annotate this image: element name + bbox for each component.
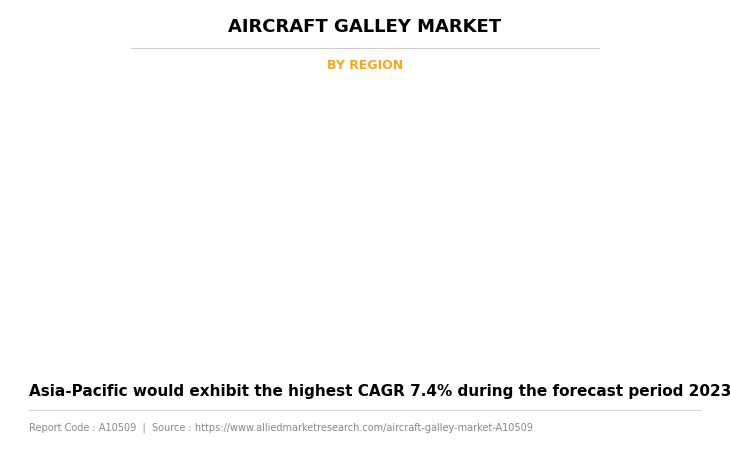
- Text: Report Code : A10509  |  Source : https://www.alliedmarketresearch.com/aircraft-: Report Code : A10509 | Source : https://…: [29, 423, 533, 434]
- Text: Asia-Pacific would exhibit the highest CAGR 7.4% during the forecast period 2023: Asia-Pacific would exhibit the highest C…: [29, 384, 730, 400]
- Text: AIRCRAFT GALLEY MARKET: AIRCRAFT GALLEY MARKET: [228, 18, 502, 36]
- Text: BY REGION: BY REGION: [327, 59, 403, 72]
